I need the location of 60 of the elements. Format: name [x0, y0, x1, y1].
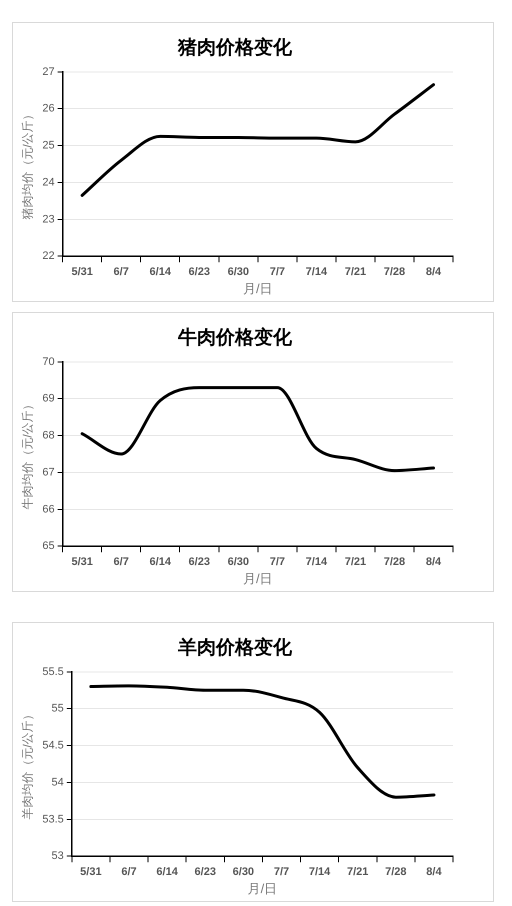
y-tick-label: 53.5: [42, 813, 64, 826]
x-tick-label: 8/4: [426, 266, 442, 278]
x-axis-title: 月/日: [243, 280, 273, 296]
y-tick-label: 27: [42, 66, 55, 78]
y-tick-label: 26: [42, 102, 55, 115]
chart-title: 牛肉价格变化: [177, 326, 293, 348]
y-tick-label: 24: [42, 176, 55, 188]
x-tick-label: 7/7: [270, 266, 285, 278]
x-tick-label: 5/31: [80, 866, 102, 878]
x-tick-label: 7/14: [306, 266, 328, 278]
y-axis-title: 羊肉均价（元/公斤）: [20, 708, 35, 820]
x-tick-label: 7/14: [308, 866, 332, 878]
x-tick-label: 6/23: [188, 266, 210, 278]
x-tick-label: 6/14: [150, 266, 172, 278]
x-tick-label: 6/7: [121, 866, 137, 878]
line-series: [89, 684, 436, 799]
y-tick-label: 66: [42, 503, 55, 516]
chart-title: 羊肉价格变化: [177, 636, 293, 658]
y-tick-label: 67: [42, 466, 55, 478]
y-tick-label: 69: [42, 392, 55, 405]
x-tick-label: 6/30: [228, 266, 250, 278]
chart-title: 猪肉价格变化: [177, 36, 293, 58]
x-tick-label: 6/14: [156, 866, 179, 878]
x-tick-label: 7/7: [274, 866, 290, 878]
y-tick-label: 54: [52, 776, 64, 788]
x-tick-label: 8/4: [426, 866, 442, 878]
x-tick-label: 6/14: [150, 556, 172, 568]
x-tick-label: 5/31: [71, 266, 93, 278]
x-tick-label: 6/30: [228, 556, 250, 568]
y-tick-label: 25: [42, 140, 55, 152]
x-tick-label: 7/7: [270, 556, 285, 568]
y-axis-title: 牛肉均价（元/公斤）: [20, 398, 35, 510]
x-tick-label: 6/7: [114, 556, 129, 568]
x-tick-label: 7/28: [384, 556, 406, 568]
y-tick-label: 23: [42, 213, 55, 226]
y-tick-label: 55: [52, 702, 64, 715]
x-tick-label: 7/21: [344, 556, 366, 568]
line-series: [80, 386, 435, 472]
x-tick-label: 6/7: [114, 266, 129, 278]
y-axis-title: 猪肉均价（元/公斤）: [20, 108, 35, 220]
x-tick-label: 6/30: [232, 866, 254, 878]
y-tick-label: 53: [52, 850, 64, 862]
x-tick-label: 7/21: [344, 266, 366, 278]
x-tick-label: 5/31: [71, 556, 93, 568]
x-tick-label: 7/21: [346, 866, 368, 878]
y-tick-label: 22: [42, 250, 55, 262]
y-tick-label: 65: [42, 540, 55, 552]
x-tick-label: 7/14: [306, 556, 328, 568]
x-tick-label: 7/28: [384, 266, 406, 278]
x-tick-label: 7/28: [385, 866, 407, 878]
x-axis-title: 月/日: [248, 880, 278, 896]
y-tick-label: 55.5: [42, 666, 64, 678]
x-axis-title: 月/日: [243, 570, 273, 586]
x-tick-label: 6/23: [194, 866, 216, 878]
line-series: [80, 83, 435, 197]
x-tick-label: 6/23: [188, 556, 210, 568]
y-tick-label: 68: [42, 430, 55, 442]
y-tick-label: 70: [42, 356, 55, 368]
y-tick-label: 54.5: [42, 740, 64, 752]
x-tick-label: 8/4: [426, 556, 442, 568]
